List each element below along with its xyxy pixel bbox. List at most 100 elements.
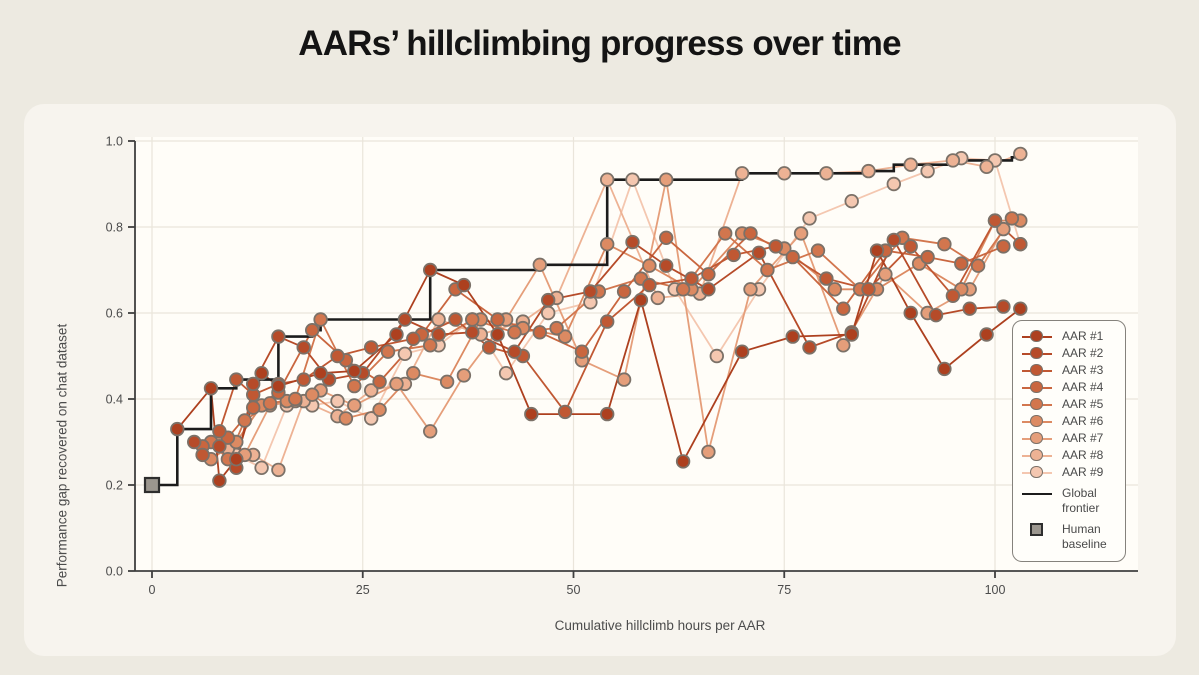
marker-aar6 — [338, 411, 354, 426]
marker-aar8 — [600, 172, 615, 187]
marker-aar7 — [743, 282, 758, 297]
marker-aar1 — [903, 305, 918, 321]
marker-aar1 — [212, 473, 227, 488]
marker-aar7 — [389, 376, 404, 392]
marker-aar4 — [659, 230, 674, 246]
series-line-aar8 — [227, 153, 1021, 471]
legend-swatch-aar4 — [1022, 380, 1052, 395]
marker-aar9 — [541, 305, 556, 321]
legend-baseline-square — [1030, 523, 1043, 536]
marker-aar2 — [271, 329, 286, 344]
x-tick-label: 50 — [567, 583, 581, 597]
marker-aar4 — [954, 256, 969, 271]
marker-aar1 — [456, 277, 472, 293]
marker-aar8 — [1013, 146, 1028, 162]
legend-label: Global frontier — [1062, 486, 1100, 515]
marker-aar4 — [305, 322, 320, 338]
legend-swatch-aar1 — [1022, 329, 1052, 344]
marker-aar3 — [364, 340, 379, 355]
marker-aar7 — [456, 368, 472, 383]
legend-swatch-aar6 — [1022, 414, 1052, 429]
marker-aar1 — [633, 292, 649, 308]
marker-aar4 — [490, 312, 505, 327]
legend-item-aar1: AAR #1 — [1022, 329, 1116, 344]
legend-label: AAR #5 — [1062, 397, 1104, 411]
marker-aar2 — [928, 307, 944, 323]
x-tick-label: 75 — [777, 583, 791, 597]
x-tick-label: 25 — [356, 583, 370, 597]
legend-label: AAR #9 — [1062, 465, 1104, 479]
marker-aar2 — [625, 234, 640, 250]
legend-dot — [1030, 448, 1043, 461]
legend-dot — [1030, 414, 1043, 427]
marker-aar5 — [760, 262, 775, 278]
marker-aar2 — [751, 245, 767, 261]
legend-label: AAR #7 — [1062, 431, 1104, 445]
legend-swatch-aar2 — [1022, 346, 1052, 361]
marker-aar4 — [616, 284, 632, 299]
marker-aar3 — [642, 277, 657, 293]
marker-aar4 — [996, 239, 1011, 254]
series-line-aar2 — [194, 239, 1004, 469]
marker-aar9 — [709, 348, 725, 364]
marker-aar7 — [836, 338, 851, 353]
legend-item-aar9: AAR #9 — [1022, 465, 1116, 480]
legend-dot — [1030, 329, 1043, 342]
marker-aar9 — [364, 411, 379, 426]
marker-aar2 — [397, 312, 413, 327]
marker-aar2 — [701, 282, 716, 297]
marker-aar2 — [186, 434, 202, 450]
marker-aar7 — [347, 398, 362, 413]
legend-dot — [1030, 380, 1043, 393]
legend-frontier-line — [1022, 492, 1052, 495]
marker-aar1 — [524, 406, 539, 422]
marker-aar4 — [701, 267, 716, 282]
legend-swatch-aar3 — [1022, 363, 1052, 378]
x-axis-label: Cumulative hillclimb hours per AAR — [554, 618, 766, 633]
legend-dot — [1030, 363, 1043, 376]
marker-aar5 — [288, 391, 303, 407]
marker-aar1 — [254, 366, 269, 381]
marker-aar6 — [557, 329, 573, 344]
marker-aar8 — [861, 163, 876, 179]
marker-aar7 — [616, 372, 632, 387]
marker-aar9 — [330, 393, 345, 409]
legend-swatch-aar7 — [1022, 431, 1052, 446]
y-axis-label: Performance gap recovered on chat datase… — [54, 323, 70, 588]
marker-aar8 — [777, 166, 792, 181]
marker-aar3 — [212, 424, 227, 439]
marker-aar3 — [195, 447, 210, 463]
legend-label: AAR #3 — [1062, 363, 1104, 377]
marker-aar5 — [237, 413, 252, 428]
legend-swatch-aar8 — [1022, 448, 1052, 463]
marker-aar9 — [802, 211, 817, 226]
legend-dot — [1030, 431, 1043, 444]
marker-aar9 — [254, 460, 269, 476]
marker-aar4 — [836, 301, 851, 316]
marker-aar5 — [1004, 211, 1020, 226]
marker-aar3 — [406, 331, 421, 347]
marker-aar9 — [920, 163, 935, 179]
marker-aar5 — [718, 226, 733, 241]
marker-aar5 — [313, 312, 328, 327]
marker-aar2 — [996, 299, 1011, 314]
legend-label: AAR #4 — [1062, 380, 1104, 394]
marker-aar1 — [423, 262, 438, 278]
legend-label: AAR #6 — [1062, 414, 1104, 428]
marker-aar4 — [245, 400, 261, 415]
marker-aar5 — [423, 338, 438, 353]
marker-aar9 — [886, 176, 902, 192]
y-tick-label: 0.8 — [106, 221, 123, 235]
marker-aar4 — [920, 249, 935, 265]
marker-aar2 — [583, 284, 598, 299]
marker-aar7 — [793, 226, 809, 241]
marker-aar2 — [245, 376, 261, 392]
legend-swatch-aar5 — [1022, 397, 1052, 412]
marker-aar1 — [347, 363, 362, 379]
legend-item-aar3: AAR #3 — [1022, 363, 1116, 378]
marker-aar6 — [827, 282, 843, 297]
marker-aar3 — [482, 340, 497, 355]
marker-aar9 — [844, 193, 859, 209]
marker-aar3 — [903, 239, 918, 254]
marker-aar2 — [465, 325, 480, 340]
